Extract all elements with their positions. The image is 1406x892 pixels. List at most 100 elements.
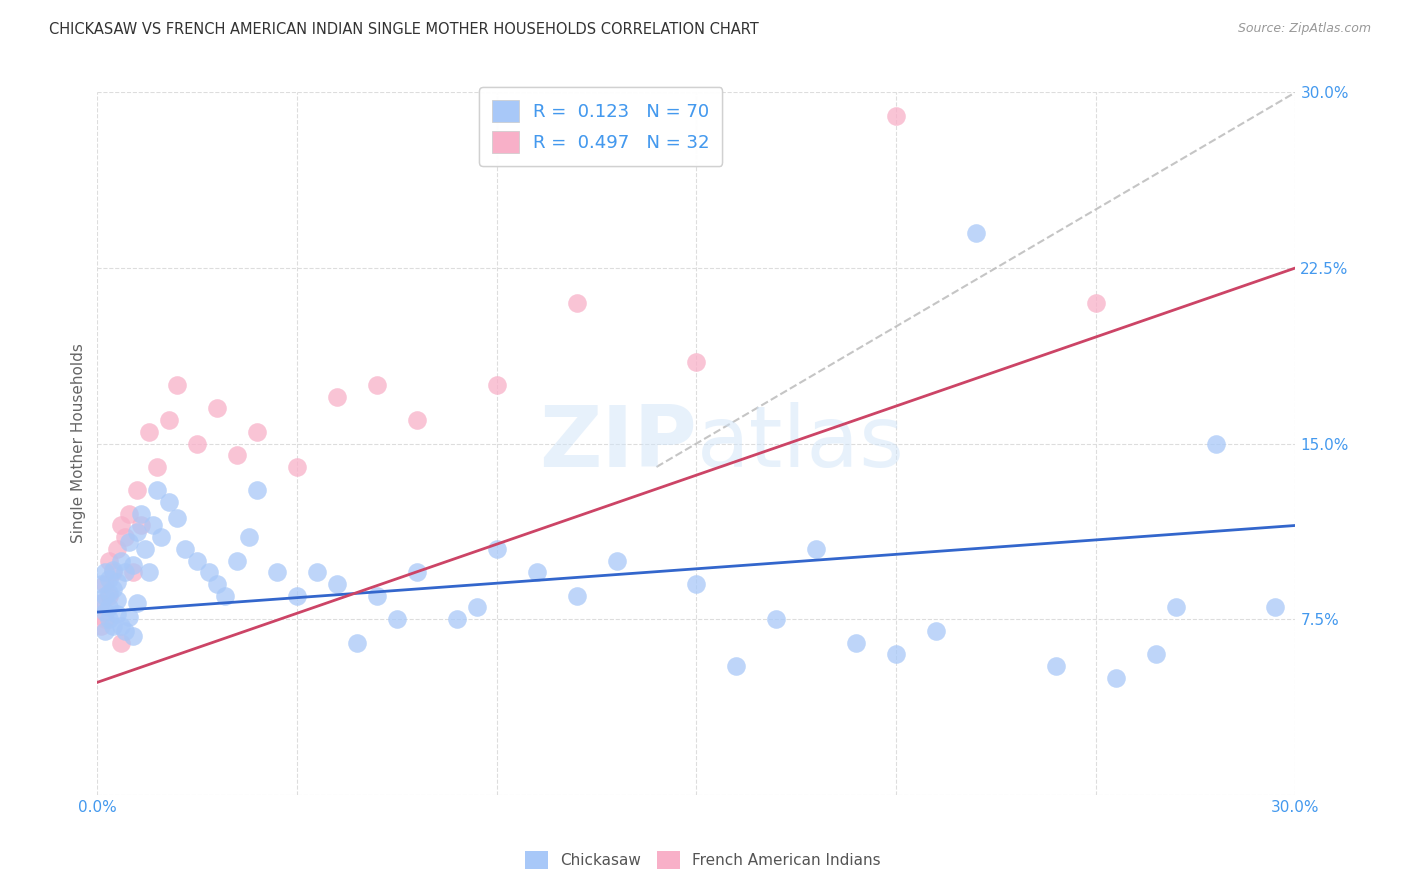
Point xyxy=(285,459,308,474)
Point xyxy=(94,605,117,619)
Point xyxy=(122,566,145,580)
Point xyxy=(1084,296,1107,310)
Point xyxy=(98,572,121,586)
Point xyxy=(114,566,136,580)
Point xyxy=(405,566,427,580)
Point xyxy=(127,483,149,498)
Point xyxy=(94,577,117,591)
Point xyxy=(305,566,328,580)
Point xyxy=(238,530,260,544)
Point xyxy=(226,553,249,567)
Point xyxy=(246,483,269,498)
Point xyxy=(94,624,117,638)
Point xyxy=(98,586,121,600)
Y-axis label: Single Mother Households: Single Mother Households xyxy=(72,343,86,543)
Point xyxy=(346,635,368,649)
Point xyxy=(1045,659,1067,673)
Point xyxy=(114,624,136,638)
Point xyxy=(110,619,132,633)
Point xyxy=(186,553,208,567)
Point xyxy=(118,507,141,521)
Point xyxy=(685,577,707,591)
Point xyxy=(129,507,152,521)
Point xyxy=(105,541,128,556)
Point xyxy=(485,541,508,556)
Point xyxy=(98,589,121,603)
Point xyxy=(166,378,188,392)
Text: ZIP: ZIP xyxy=(538,402,696,485)
Point xyxy=(122,628,145,642)
Point xyxy=(845,635,868,649)
Point xyxy=(285,589,308,603)
Point xyxy=(806,541,828,556)
Point xyxy=(446,612,468,626)
Point xyxy=(385,612,408,626)
Point xyxy=(114,530,136,544)
Text: CHICKASAW VS FRENCH AMERICAN INDIAN SINGLE MOTHER HOUSEHOLDS CORRELATION CHART: CHICKASAW VS FRENCH AMERICAN INDIAN SING… xyxy=(49,22,759,37)
Point xyxy=(246,425,269,439)
Point xyxy=(485,378,508,392)
Point xyxy=(565,296,588,310)
Point xyxy=(884,647,907,661)
Point xyxy=(925,624,948,638)
Point xyxy=(103,619,125,633)
Point xyxy=(118,534,141,549)
Point xyxy=(405,413,427,427)
Point xyxy=(366,378,388,392)
Point xyxy=(94,589,117,603)
Legend: R =  0.123   N = 70, R =  0.497   N = 32: R = 0.123 N = 70, R = 0.497 N = 32 xyxy=(479,87,723,166)
Point xyxy=(326,577,349,591)
Point xyxy=(110,635,132,649)
Point xyxy=(1205,436,1227,450)
Point xyxy=(134,541,156,556)
Point xyxy=(90,596,112,610)
Point xyxy=(146,483,169,498)
Point xyxy=(214,589,236,603)
Point xyxy=(157,413,180,427)
Point xyxy=(146,459,169,474)
Point xyxy=(98,612,121,626)
Point xyxy=(157,495,180,509)
Point xyxy=(118,609,141,624)
Point xyxy=(94,566,117,580)
Point xyxy=(725,659,748,673)
Point xyxy=(186,436,208,450)
Point xyxy=(105,607,128,622)
Point xyxy=(105,574,128,589)
Point xyxy=(266,566,288,580)
Point xyxy=(94,612,117,626)
Point xyxy=(138,566,160,580)
Point xyxy=(138,425,160,439)
Point xyxy=(1164,600,1187,615)
Point xyxy=(606,553,628,567)
Point xyxy=(103,582,125,596)
Text: Source: ZipAtlas.com: Source: ZipAtlas.com xyxy=(1237,22,1371,36)
Point xyxy=(166,511,188,525)
Point xyxy=(965,226,987,240)
Point xyxy=(226,448,249,462)
Point xyxy=(90,596,112,610)
Point xyxy=(103,563,125,577)
Point xyxy=(142,518,165,533)
Point xyxy=(174,541,197,556)
Point xyxy=(129,518,152,533)
Point xyxy=(150,530,173,544)
Point xyxy=(526,566,548,580)
Legend: Chickasaw, French American Indians: Chickasaw, French American Indians xyxy=(519,845,887,875)
Point xyxy=(90,577,112,591)
Point xyxy=(465,600,488,615)
Point xyxy=(685,354,707,368)
Point xyxy=(98,553,121,567)
Point xyxy=(205,401,228,416)
Point xyxy=(122,558,145,573)
Point xyxy=(884,109,907,123)
Point xyxy=(127,525,149,540)
Point xyxy=(198,566,221,580)
Text: atlas: atlas xyxy=(696,402,904,485)
Point xyxy=(1144,647,1167,661)
Point xyxy=(90,619,112,633)
Point xyxy=(127,596,149,610)
Point xyxy=(205,577,228,591)
Point xyxy=(326,390,349,404)
Point xyxy=(1264,600,1286,615)
